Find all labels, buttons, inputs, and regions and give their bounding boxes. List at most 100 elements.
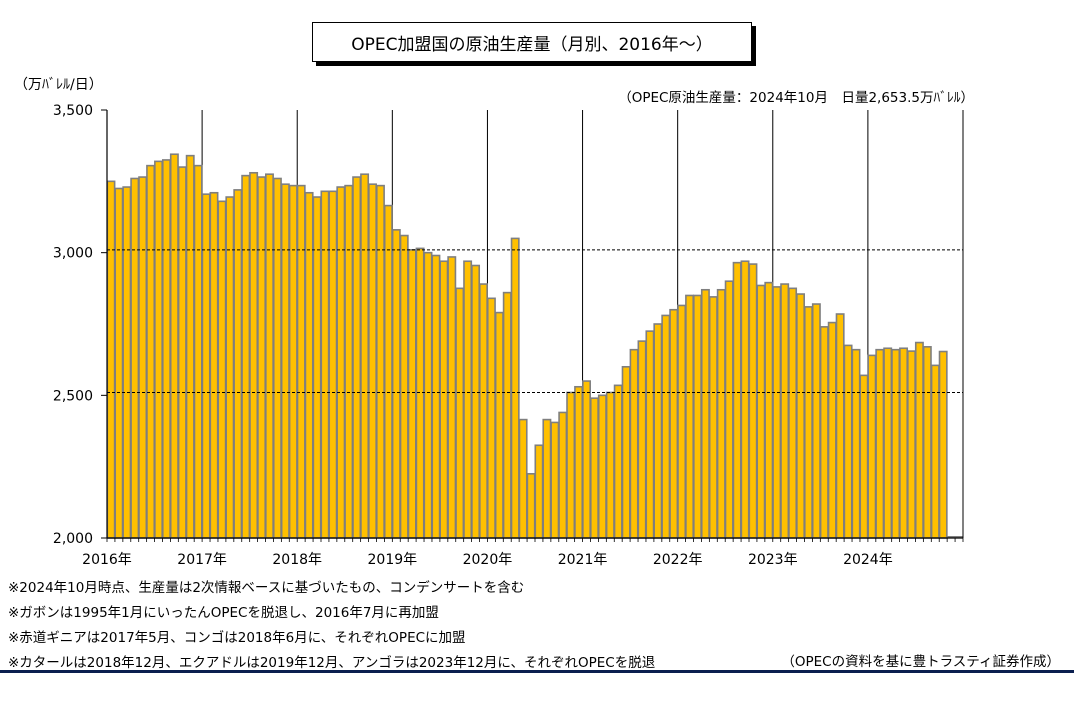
bar-2024-06	[907, 350, 916, 539]
bar-2023-04	[796, 293, 805, 539]
bar-2016-02	[114, 187, 124, 539]
bar-2019-02	[399, 234, 409, 539]
x-tick-label: 2023年	[748, 552, 798, 568]
bar-2021-05	[613, 384, 623, 539]
y-tick-label: 2,500	[53, 388, 93, 404]
bar-2020-12	[574, 385, 584, 539]
bar-2018-06	[336, 186, 346, 539]
bar-2021-07	[629, 348, 639, 539]
chart-title: OPEC加盟国の原油生産量（月別、2016年～）	[312, 22, 752, 62]
bar-2021-09	[645, 330, 655, 539]
bar-2019-10	[463, 260, 473, 539]
bar-2021-11	[661, 314, 671, 539]
x-tick-label: 2017年	[177, 552, 227, 568]
bar-2018-11	[375, 184, 385, 539]
bar-2020-07	[534, 444, 544, 539]
bar-2023-05	[803, 306, 813, 539]
x-tick-label: 2018年	[272, 552, 322, 568]
bar-2018-12	[383, 204, 393, 539]
bar-2017-08	[257, 176, 267, 539]
bar-2024-07	[914, 341, 924, 539]
bar-2017-12	[288, 184, 298, 539]
bottom-divider	[0, 670, 1074, 673]
bar-2024-09	[930, 364, 940, 539]
bar-2024-05	[899, 347, 909, 539]
bar-2016-12	[193, 164, 203, 539]
bar-2024-10	[938, 350, 948, 539]
bar-2016-09	[169, 153, 179, 539]
bar-2023-02	[780, 283, 790, 539]
y-tick-label: 2,000	[53, 531, 93, 547]
bar-2019-11	[471, 264, 481, 539]
x-tick-label: 2022年	[653, 552, 703, 568]
bar-2021-03	[597, 394, 607, 539]
bar-2023-06	[811, 303, 821, 539]
bar-2019-04	[415, 247, 425, 539]
bar-2017-10	[272, 177, 282, 539]
bar-2017-05	[233, 189, 243, 539]
bar-2021-04	[605, 391, 615, 539]
bar-2016-04	[130, 177, 140, 539]
bar-2018-09	[360, 173, 370, 539]
bar-2019-06	[431, 254, 441, 539]
bar-2017-03	[217, 200, 227, 539]
bar-2017-07	[249, 171, 259, 539]
bar-2022-04	[700, 288, 710, 539]
bar-2022-08	[732, 261, 742, 539]
bar-2020-01	[486, 297, 496, 539]
bar-2021-12	[669, 308, 679, 539]
bar-2023-10	[843, 344, 853, 539]
bar-2023-07	[819, 326, 829, 539]
bar-2022-03	[693, 294, 702, 539]
x-tick-label: 2020年	[463, 552, 513, 568]
bar-2022-11	[756, 284, 766, 539]
bar-2022-02	[685, 294, 695, 539]
bar-2016-06	[146, 164, 156, 539]
bar-2019-08	[447, 256, 457, 539]
bar-2018-10	[368, 183, 377, 539]
footnote-3: ※赤道ギニアは2017年5月、コンゴは2018年6月に、それぞれOPECに加盟	[8, 630, 466, 646]
bar-2018-07	[344, 184, 354, 539]
bar-2020-04	[510, 237, 520, 539]
bar-2017-04	[225, 196, 235, 539]
bar-2020-02	[494, 311, 504, 539]
bar-2022-10	[748, 263, 758, 539]
latest-value-note: （OPEC原油生産量：2024年10月 日量2,653.5万ﾊﾞﾚﾙ）	[618, 90, 974, 106]
footnote-4: ※カタールは2018年12月、エクアドルは2019年12月、アンゴラは2023年…	[8, 655, 656, 671]
bar-2020-09	[550, 421, 560, 539]
footnote-2: ※ガボンは1995年1月にいったんOPECを脱退し、2016年7月に再加盟	[8, 605, 439, 621]
bar-2020-03	[502, 291, 512, 539]
bar-2023-09	[835, 313, 845, 539]
source-note: （OPECの資料を基に豊トラスティ証券作成）	[781, 654, 1060, 670]
bar-2017-01	[201, 193, 211, 539]
bar-2016-05	[138, 176, 148, 539]
bar-2019-07	[439, 260, 449, 539]
bar-2021-02	[589, 397, 599, 539]
bar-2016-10	[177, 166, 187, 539]
bar-2023-12	[859, 374, 869, 539]
bar-2020-05	[518, 418, 528, 539]
bar-2018-04	[320, 190, 330, 539]
bar-2022-07	[724, 280, 734, 539]
bar-2022-12	[764, 281, 774, 539]
footnote-1: ※2024年10月時点、生産量は2次情報ベースに基づいたもの、コンデンサートを含…	[8, 580, 525, 596]
y-tick-label: 3,500	[53, 103, 93, 119]
bar-2019-12	[479, 283, 488, 539]
bar-2020-10	[558, 411, 568, 539]
bar-2024-08	[922, 346, 932, 539]
bar-2017-06	[241, 174, 251, 539]
bar-2022-05	[708, 296, 718, 539]
bar-2016-11	[185, 154, 195, 539]
bar-2019-09	[455, 287, 465, 539]
bar-2022-01	[677, 304, 687, 539]
bar-2024-03	[883, 347, 893, 539]
bar-2023-08	[827, 321, 837, 539]
bar-2016-03	[122, 186, 132, 539]
bar-2017-09	[265, 173, 274, 539]
bar-2017-11	[280, 183, 290, 539]
bar-2024-02	[875, 348, 885, 539]
bar-2018-02	[304, 191, 314, 539]
bar-2018-03	[312, 196, 322, 539]
x-tick-label: 2021年	[558, 552, 608, 568]
